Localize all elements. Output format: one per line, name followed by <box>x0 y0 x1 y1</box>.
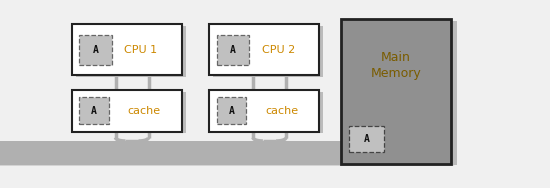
Text: cache: cache <box>128 106 161 116</box>
FancyBboxPatch shape <box>72 24 182 75</box>
Text: CPU 2: CPU 2 <box>262 45 295 55</box>
FancyBboxPatch shape <box>79 35 112 65</box>
FancyBboxPatch shape <box>217 98 246 124</box>
FancyBboxPatch shape <box>349 126 384 152</box>
FancyBboxPatch shape <box>76 92 186 133</box>
FancyBboxPatch shape <box>346 21 456 165</box>
Text: cache: cache <box>265 106 298 116</box>
Text: A: A <box>229 106 234 116</box>
FancyBboxPatch shape <box>209 90 319 132</box>
FancyBboxPatch shape <box>72 90 182 132</box>
FancyBboxPatch shape <box>0 141 456 165</box>
Text: A: A <box>230 45 236 55</box>
FancyBboxPatch shape <box>213 26 323 77</box>
Text: A: A <box>92 45 98 55</box>
Text: CPU 1: CPU 1 <box>124 45 157 55</box>
FancyBboxPatch shape <box>79 98 109 124</box>
Text: A: A <box>91 106 97 116</box>
FancyBboxPatch shape <box>209 24 319 75</box>
Text: A: A <box>364 134 369 144</box>
FancyBboxPatch shape <box>213 92 323 133</box>
Text: Main
Memory: Main Memory <box>371 51 421 80</box>
FancyBboxPatch shape <box>217 35 249 65</box>
FancyBboxPatch shape <box>341 19 451 164</box>
FancyBboxPatch shape <box>76 26 186 77</box>
